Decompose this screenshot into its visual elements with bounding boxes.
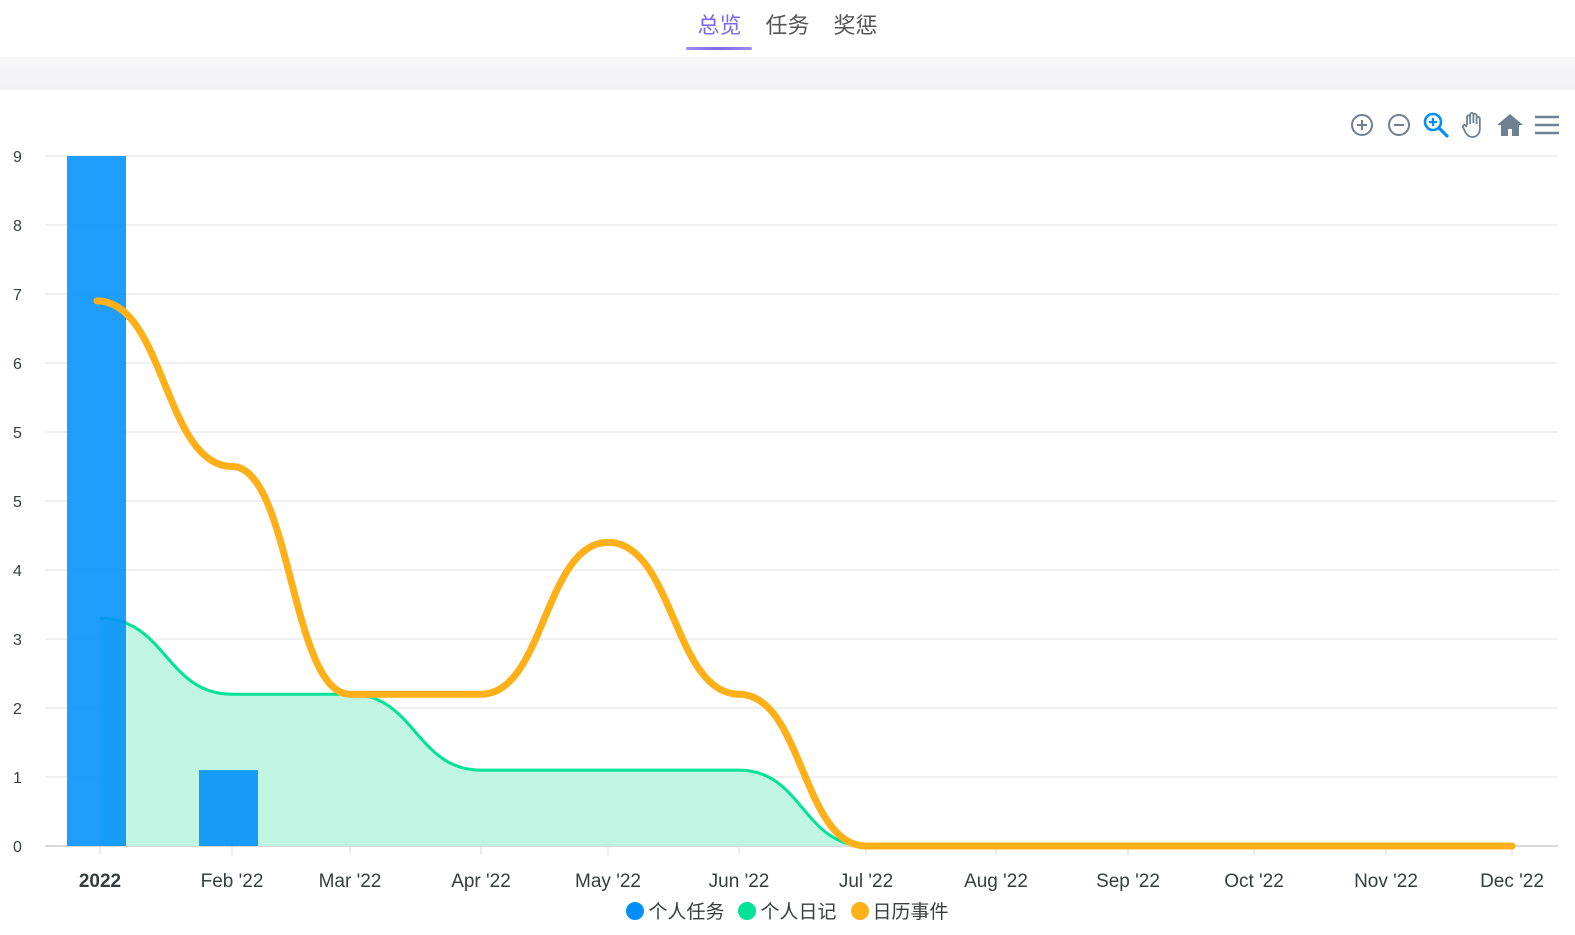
x-tick-label: Apr '22 xyxy=(451,871,511,892)
bar-tasks-1 xyxy=(199,770,258,846)
bar-tasks-0 xyxy=(67,156,126,846)
tab-tasks[interactable]: 任务 xyxy=(765,14,810,39)
x-tick-label: Aug '22 xyxy=(964,871,1028,892)
x-tick-label: Sep '22 xyxy=(1096,871,1160,892)
x-tick-label: Oct '22 xyxy=(1224,871,1284,892)
legend-marker-diary xyxy=(738,901,757,920)
legend-marker-tasks xyxy=(626,901,645,920)
y-tick-label: 1 xyxy=(13,770,22,787)
reset-home-icon[interactable] xyxy=(1496,110,1524,140)
y-tick-label: 4 xyxy=(13,563,22,580)
menu-icon[interactable] xyxy=(1533,110,1561,140)
area-fill-diary xyxy=(100,618,866,846)
y-tick-label: 6 xyxy=(13,356,22,373)
legend-label-tasks: 个人任务 xyxy=(648,901,725,923)
tab-overview[interactable]: 总览 xyxy=(686,0,753,50)
zoom-in-icon[interactable] xyxy=(1348,110,1376,140)
tab-bar: 总览 任务 奖惩 xyxy=(0,0,1575,60)
x-tick-label: May '22 xyxy=(575,871,641,892)
legend-item-tasks[interactable]: 个人任务 xyxy=(626,897,724,924)
chart-toolbar xyxy=(1348,110,1561,140)
header-band xyxy=(0,57,1575,90)
x-tick-label: Dec '22 xyxy=(1480,871,1544,892)
y-tick-label: 5 xyxy=(13,425,22,442)
x-tick-label: Mar '22 xyxy=(319,871,382,892)
legend-item-events[interactable]: 日历事件 xyxy=(850,897,949,924)
x-tick-label: Jun '22 xyxy=(709,871,770,892)
x-tick-label: Nov '22 xyxy=(1354,871,1418,892)
chart-legend: 个人任务 个人日记 日历事件 xyxy=(0,897,1575,924)
y-tick-label: 2 xyxy=(13,701,22,718)
y-tick-label: 5 xyxy=(13,494,22,511)
x-tick-label: 2022 xyxy=(79,871,121,892)
legend-marker-events xyxy=(850,901,869,920)
y-tick-label: 8 xyxy=(13,218,22,235)
pan-hand-icon[interactable] xyxy=(1459,110,1487,140)
x-tick-label: Jul '22 xyxy=(839,871,893,892)
area-line-diary xyxy=(99,616,867,848)
legend-item-diary[interactable]: 个人日记 xyxy=(738,897,837,924)
zoom-out-icon[interactable] xyxy=(1385,110,1413,140)
tab-rewards[interactable]: 奖惩 xyxy=(833,14,878,39)
line-events xyxy=(93,297,1516,850)
legend-label-events: 日历事件 xyxy=(872,901,949,923)
y-tick-label: 0 xyxy=(13,839,22,856)
x-tick-label: Feb '22 xyxy=(201,871,264,892)
y-tick-label: 3 xyxy=(13,632,22,649)
legend-label-diary: 个人日记 xyxy=(760,901,837,923)
selection-zoom-icon[interactable] xyxy=(1422,110,1450,140)
y-tick-label: 9 xyxy=(13,149,22,166)
y-tick-label: 7 xyxy=(13,287,22,304)
